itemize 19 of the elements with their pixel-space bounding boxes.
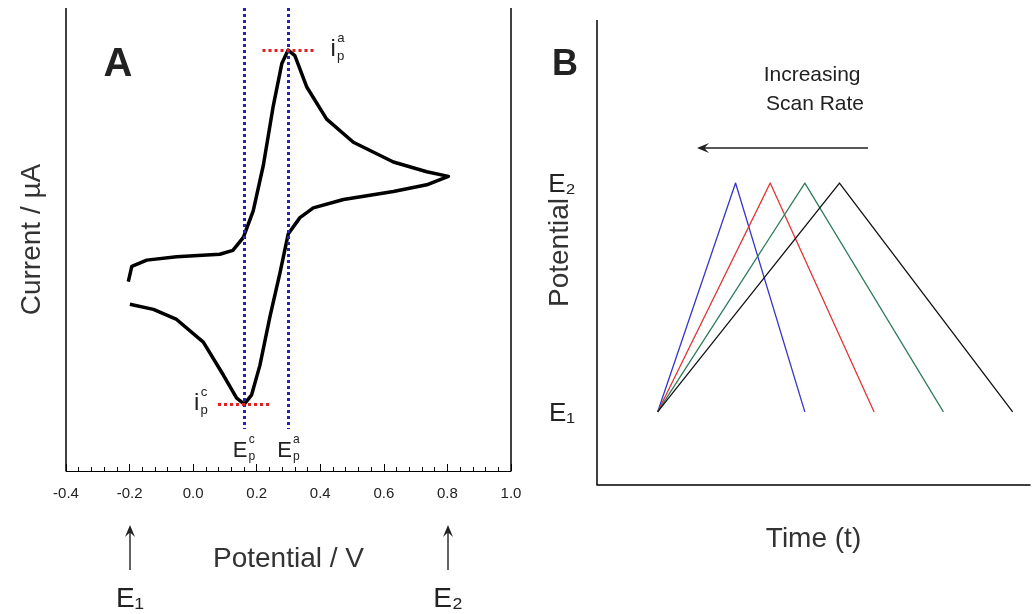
annotation: A bbox=[103, 40, 133, 84]
x-tick-label: 0.0 bbox=[182, 484, 204, 501]
x-axis-title: Time (t) bbox=[765, 521, 862, 553]
x-tick-label: 0.2 bbox=[246, 484, 268, 501]
x-tick-label: -0.2 bbox=[116, 484, 143, 501]
x-tick-label: 1.0 bbox=[500, 484, 522, 501]
text: B bbox=[552, 41, 578, 83]
text: E₂ bbox=[433, 581, 463, 613]
x-tick-label: -0.4 bbox=[53, 484, 79, 501]
x-tick-label: 0.6 bbox=[373, 484, 395, 501]
x-tick-label: 0.4 bbox=[309, 484, 331, 501]
y-axis-title: Current / µA bbox=[14, 163, 46, 316]
text: E₂ bbox=[548, 168, 576, 198]
text: E₁ bbox=[548, 397, 576, 427]
x-tick-label: 0.8 bbox=[437, 484, 458, 501]
y-axis-title: Potential bbox=[542, 198, 574, 307]
text: Increasing Scan Rate bbox=[763, 61, 867, 115]
x-axis-title: Potential / V bbox=[213, 541, 365, 573]
text: E₁ bbox=[115, 581, 145, 613]
